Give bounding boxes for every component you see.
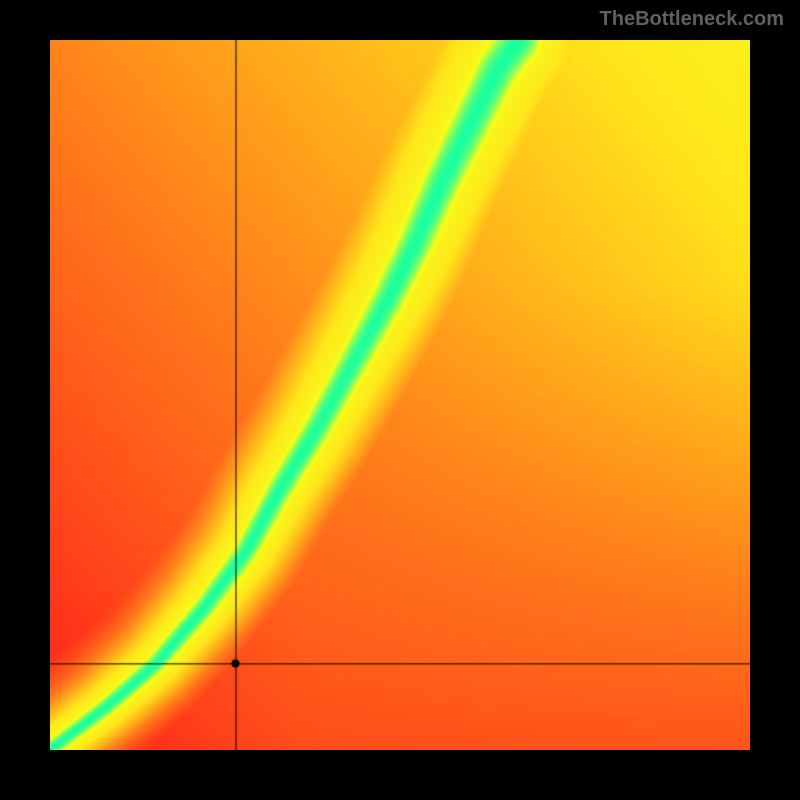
watermark-text: TheBottleneck.com bbox=[600, 8, 784, 31]
heatmap-plot bbox=[50, 40, 750, 750]
heatmap-canvas bbox=[50, 40, 750, 750]
